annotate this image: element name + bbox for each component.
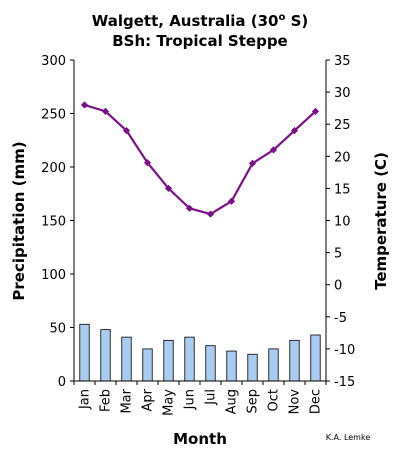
- precip-bar: [184, 336, 195, 382]
- y-right-tick-label: -10: [334, 343, 355, 358]
- precip-bar: [247, 353, 258, 382]
- x-tick-label: Jun: [183, 389, 198, 410]
- temperature-line: [84, 103, 317, 216]
- precip-bar: [163, 339, 174, 382]
- x-tick-label: Apr: [141, 388, 156, 411]
- x-tick-label: Feb: [99, 389, 114, 412]
- y-right-tick-label: 5: [334, 247, 342, 262]
- x-axis-label: Month: [173, 430, 227, 448]
- temperature-point: [80, 101, 89, 109]
- temperature-point: [290, 127, 299, 135]
- plot-area: 0 50 100 150 200 250 300 -15 -10 -5 0 5 10 15 20 25 30 35…: [41, 54, 355, 416]
- y-right-tick-label: 15: [334, 182, 351, 197]
- credit-text: K.A. Lemke: [326, 433, 371, 442]
- y-right-tick-label: 20: [334, 150, 351, 165]
- y-right-tick-label: 25: [334, 118, 351, 133]
- temperature-point: [164, 184, 173, 192]
- x-tick-label: Sep: [246, 389, 261, 414]
- precip-bar: [121, 336, 132, 382]
- x-tick-label: Aug: [225, 389, 240, 414]
- precip-bar: [142, 348, 153, 382]
- x-tick-label: Jan: [78, 389, 93, 410]
- y-axis-left-label: Precipitation (mm): [10, 141, 28, 300]
- x-tick-label: Jul: [204, 389, 219, 406]
- chart-title-line1: Walgett, Australia (30o S): [92, 12, 308, 30]
- y-left-tick-label: 150: [41, 215, 66, 230]
- chart-title-line2: BSh: Tropical Steppe: [112, 32, 287, 50]
- x-tick-label: Oct: [267, 389, 282, 411]
- temperature-point: [143, 159, 152, 167]
- temperature-point: [206, 210, 215, 218]
- y-left-tick-label: 300: [41, 54, 66, 69]
- y-left-tick-label: 50: [49, 322, 66, 337]
- y-left-tick-label: 100: [41, 268, 66, 283]
- y-right-tick-label: 35: [334, 54, 351, 69]
- y-left-tick-label: 0: [58, 375, 66, 390]
- temperature-point: [311, 107, 320, 115]
- y-right-tick-label: 10: [334, 215, 351, 230]
- y-right-tick-label: -15: [334, 375, 355, 390]
- x-tick-label: Dec: [309, 389, 324, 414]
- precip-bar: [226, 350, 237, 382]
- precip-bar: [100, 329, 111, 382]
- temperature-point: [101, 107, 110, 115]
- precip-bar: [205, 345, 216, 382]
- y-right-tick-label: 0: [334, 279, 342, 294]
- y-right-tick-label: -5: [334, 311, 347, 326]
- y-left-tick-label: 200: [41, 161, 66, 176]
- precip-bar: [268, 348, 279, 382]
- temperature-point: [185, 204, 194, 212]
- y-right-tick-label: 30: [334, 86, 351, 101]
- precip-bar: [79, 323, 90, 382]
- x-tick-label: May: [162, 389, 177, 416]
- precip-bar: [310, 334, 321, 382]
- x-tick-label: Nov: [288, 389, 303, 415]
- temperature-point: [122, 127, 131, 135]
- x-tick-label: Mar: [120, 388, 135, 413]
- temperature-point: [248, 159, 257, 167]
- y-left-tick-label: 250: [41, 108, 66, 123]
- temperature-point: [269, 146, 278, 154]
- y-axis-right-label: Temperature (C): [372, 152, 390, 290]
- precip-bar: [289, 339, 300, 382]
- temperature-point: [227, 197, 236, 205]
